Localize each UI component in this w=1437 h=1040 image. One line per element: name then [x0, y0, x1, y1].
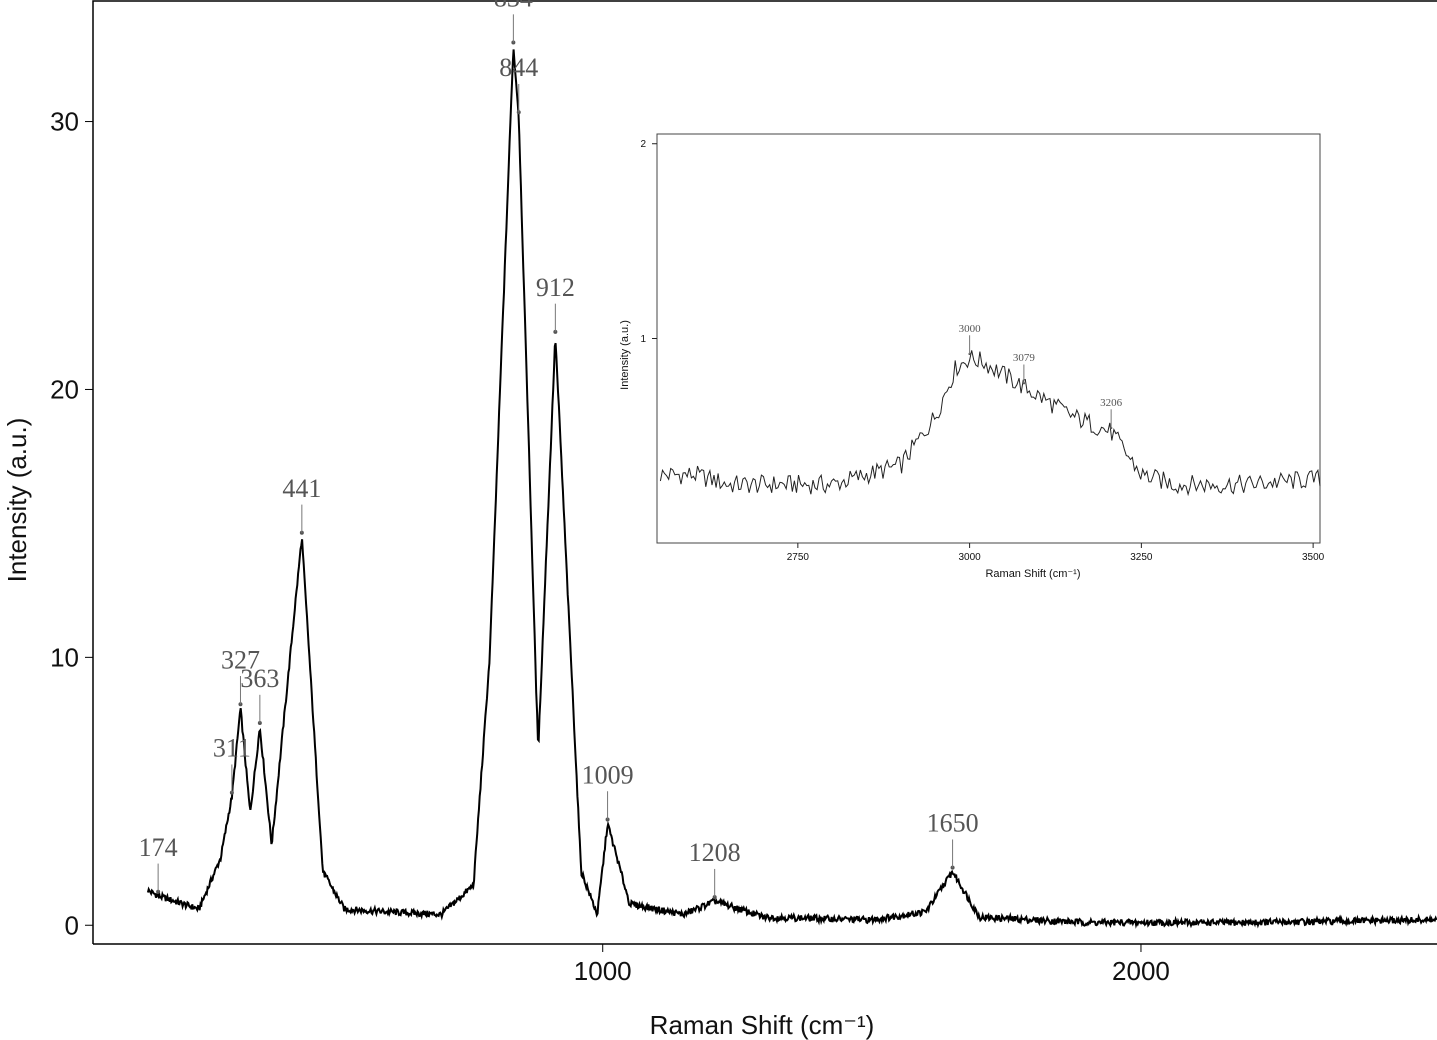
main-peak-label: 174 [139, 833, 178, 862]
inset-plot-background [656, 133, 1321, 544]
inset-y-tick-label: 2 [640, 139, 646, 150]
main-y-axis-title: Intensity (a.u.) [2, 418, 32, 583]
inset-x-tick-label: 2750 [787, 552, 810, 563]
main-y-tick-label: 0 [65, 910, 79, 940]
inset-spectrum-line [659, 350, 1321, 497]
inset-peak-label: 3206 [1100, 397, 1123, 409]
main-peak-label: 311 [213, 734, 251, 763]
main-plot-frame [92, 0, 1437, 945]
main-peak-label: 363 [240, 664, 279, 693]
main-y-tick-label: 30 [50, 107, 79, 137]
inset-x-axis-title: Raman Shift (cm⁻¹) [985, 568, 1080, 580]
inset-y-tick-label: 1 [640, 334, 646, 345]
main-x-tick-label: 1000 [574, 956, 632, 986]
inset-peak-label: 3079 [1013, 352, 1036, 364]
inset-peak-labels: 3000 3079 3206 [959, 323, 1123, 430]
main-series [146, 49, 1437, 929]
inset-x-tick-label: 3000 [958, 552, 981, 563]
main-peak-label: 327 [221, 645, 260, 674]
main-peak-label: 834 [494, 0, 533, 13]
inset-ticks: 2750 3000 3250 3500 1 2 [640, 139, 1324, 563]
main-peak-label: 1650 [927, 809, 979, 838]
main-x-tick-label: 2000 [1112, 956, 1170, 986]
main-peak-label: 1009 [582, 760, 634, 789]
main-peak-label: 441 [282, 474, 321, 503]
main-peak-label: 844 [499, 53, 538, 82]
main-ticks: 1000 2000 0 10 20 30 [50, 107, 1170, 986]
main-y-tick-label: 20 [50, 375, 79, 405]
main-peak-label: 1208 [689, 838, 741, 867]
main-x-axis-title: Raman Shift (cm⁻¹) [650, 1010, 875, 1040]
inset-series [659, 350, 1321, 497]
main-y-tick-label: 10 [50, 642, 79, 672]
inset-y-axis-title: Intensity (a.u.) [619, 320, 631, 390]
main-peak-label: 912 [536, 273, 575, 302]
inset-peak-label: 3000 [959, 323, 982, 335]
main-spectrum-line [146, 49, 1437, 929]
inset-x-tick-label: 3500 [1302, 552, 1325, 563]
inset-x-tick-label: 3250 [1130, 552, 1153, 563]
